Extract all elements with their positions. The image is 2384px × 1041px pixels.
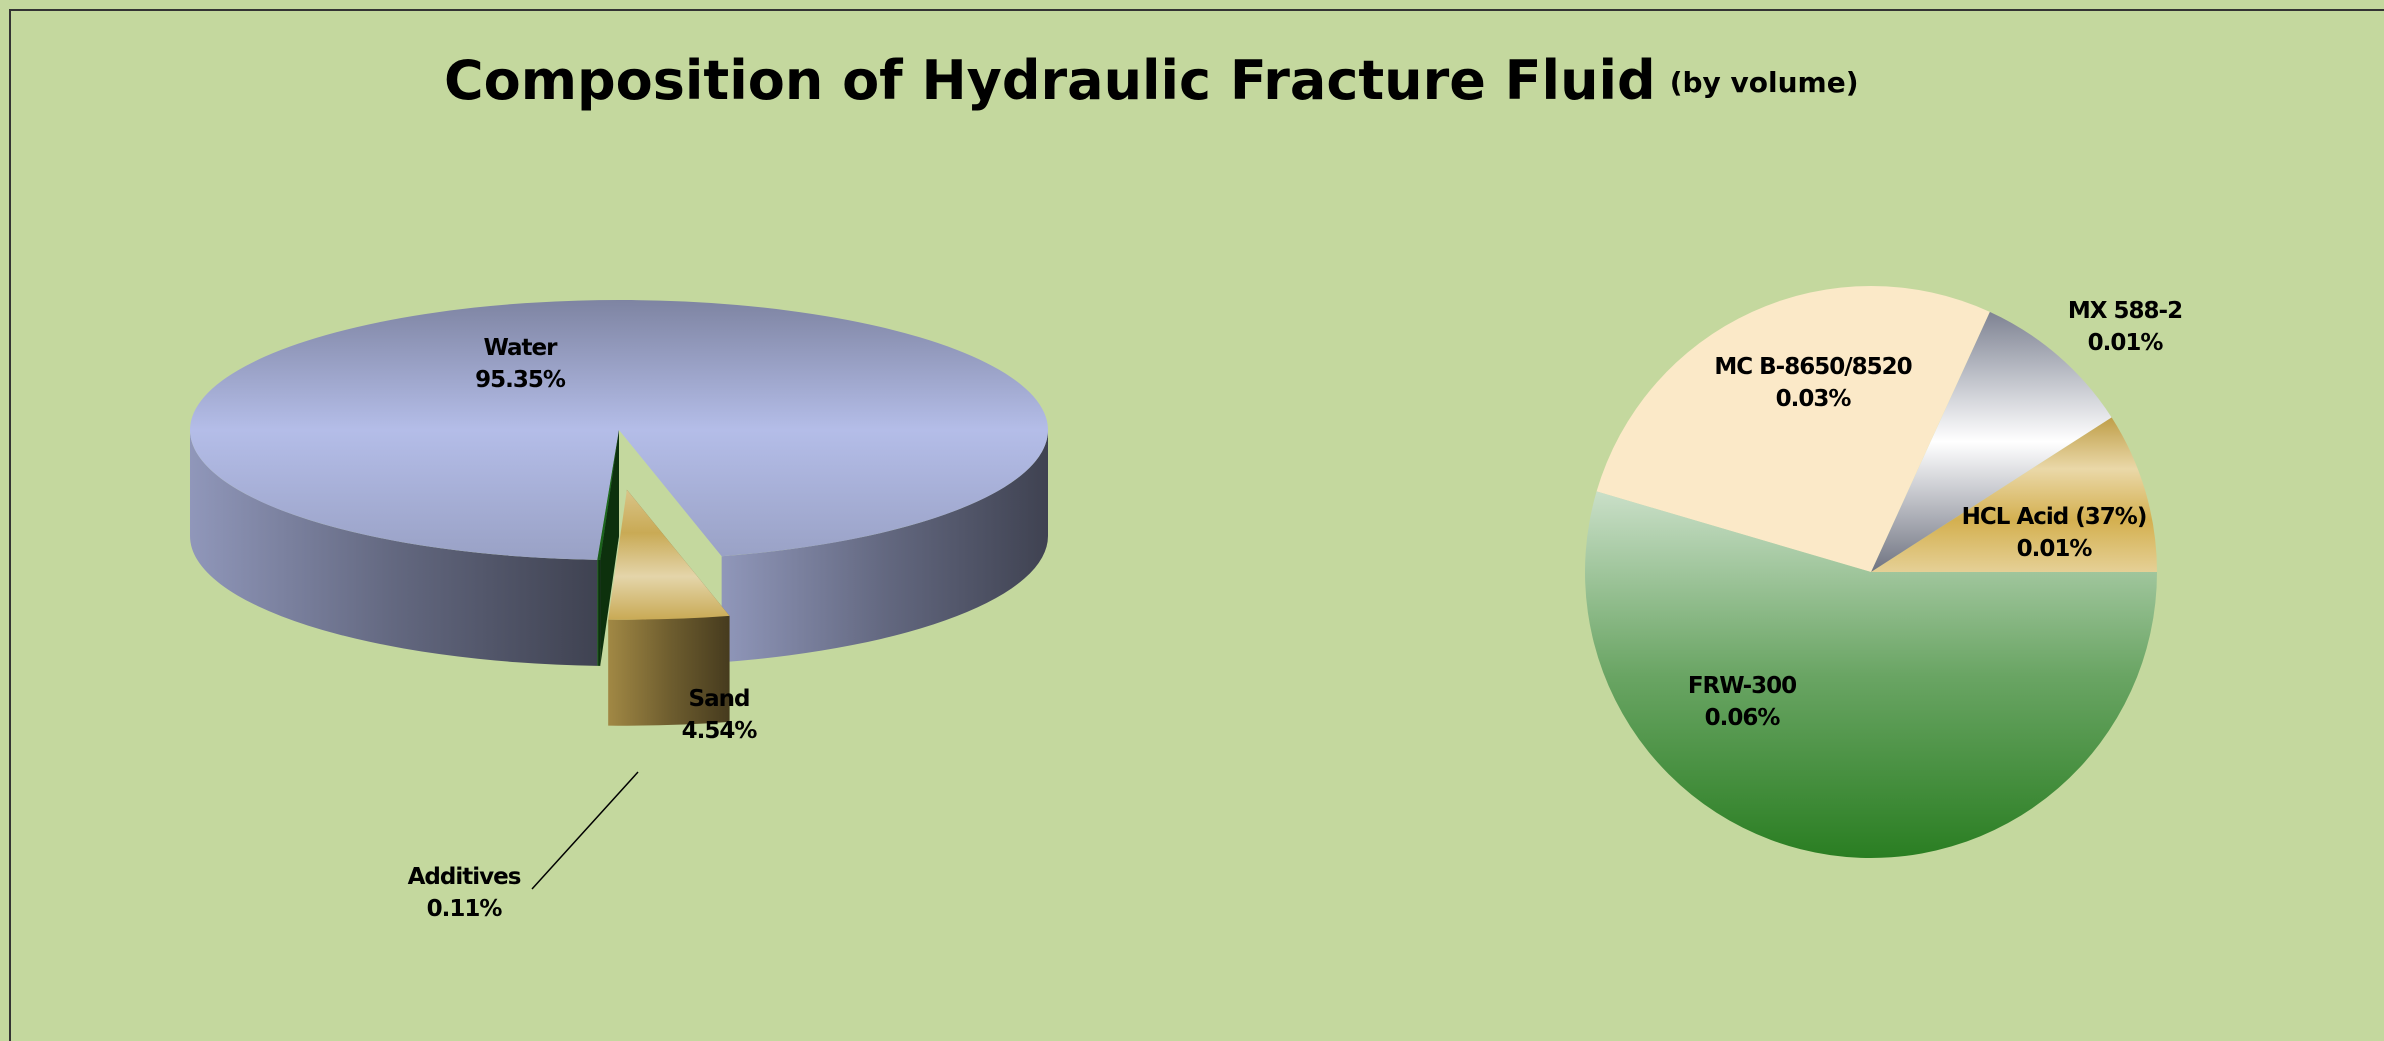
slice-side (608, 615, 730, 726)
label-name: MC B-8650/8520 (1714, 354, 1911, 380)
label-name: Water (483, 335, 558, 361)
data-label: MC B-8650/8520 0.03% (1714, 354, 1911, 412)
slice-side (597, 559, 601, 666)
label-value: 0.06% (1705, 705, 1781, 731)
slice-side (721, 430, 1048, 663)
slice-face (600, 430, 619, 666)
slice (608, 489, 730, 620)
slice (1596, 285, 1990, 572)
chart-title-group: Composition of Hydraulic Fracture Fluid (… (444, 49, 1859, 112)
slice (189, 300, 1048, 560)
label-name: Additives (408, 864, 521, 890)
data-label: Water 95.35% (475, 335, 566, 393)
label-name: Sand (689, 686, 750, 712)
label-value: 4.54% (682, 718, 758, 744)
slice-side (190, 430, 598, 666)
label-name: FRW-300 (1688, 673, 1796, 699)
data-label: MX 588-2 0.01% (2068, 298, 2182, 356)
chart-subtitle: (by volume) (1670, 66, 1859, 99)
label-value: 0.01% (2088, 330, 2164, 356)
label-name: HCL Acid (37%) (1962, 504, 2147, 530)
label-value: 0.11% (427, 896, 503, 922)
label-value: 0.03% (1776, 386, 1852, 412)
data-label: Sand 4.54% (682, 686, 758, 744)
leader-line (531, 771, 639, 890)
slice (597, 430, 619, 560)
label-name: MX 588-2 (2068, 298, 2182, 324)
label-value: 95.35% (475, 367, 566, 393)
slice (1871, 417, 2157, 572)
data-label: FRW-300 0.06% (1688, 673, 1796, 731)
slice (1585, 491, 2157, 858)
chart-title: Composition of Hydraulic Fracture Fluid (444, 49, 1656, 112)
data-label: Additives 0.11% (408, 864, 521, 922)
label-value: 0.01% (2017, 536, 2093, 562)
data-label: HCL Acid (37%) 0.01% (1962, 504, 2147, 562)
slice (1871, 311, 2112, 572)
